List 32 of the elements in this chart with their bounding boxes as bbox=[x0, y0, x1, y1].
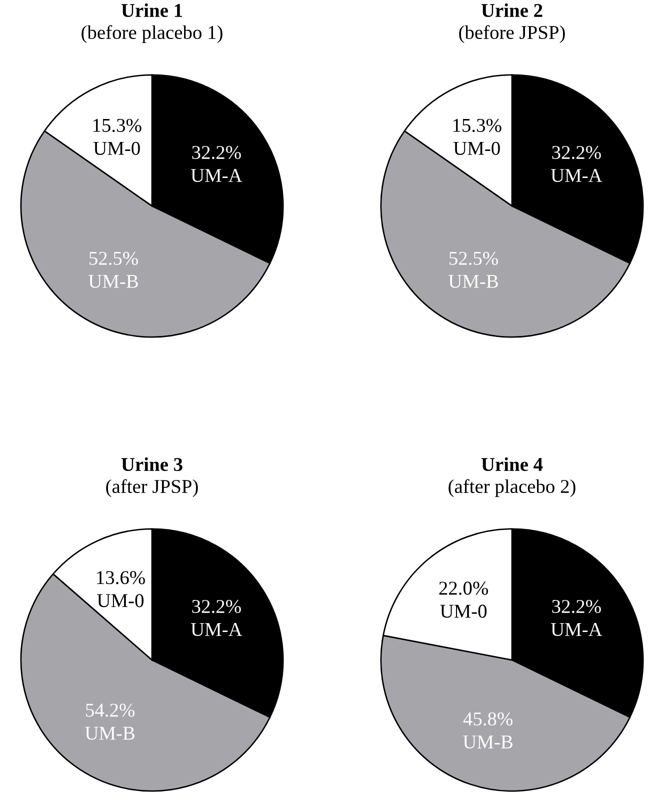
data-label: 54.2% bbox=[86, 704, 135, 717]
data-label: 45.8% bbox=[463, 712, 513, 726]
data-label: 22.0% bbox=[439, 582, 488, 595]
chart-title: Urine 4 bbox=[481, 457, 543, 472]
slice-label: UM-0 bbox=[93, 142, 140, 155]
chart-subtitle: (before placebo 1) bbox=[82, 25, 222, 43]
slice-label: UM-A bbox=[550, 169, 602, 182]
data-label: 32.2% bbox=[552, 146, 601, 160]
data-label: 32.2% bbox=[192, 600, 241, 614]
slice-label: UM-0 bbox=[97, 594, 144, 608]
chart-title: Urine 2 bbox=[481, 3, 542, 18]
chart-title: Urine 3 bbox=[121, 457, 182, 472]
data-label: 32.2% bbox=[552, 600, 601, 614]
slice-label: UM-A bbox=[190, 623, 242, 636]
data-label: 52.5% bbox=[450, 252, 498, 265]
chart-title: Urine 1 bbox=[121, 3, 182, 18]
data-label: 32.2% bbox=[192, 146, 241, 160]
data-label: 15.3% bbox=[93, 118, 142, 132]
slice-label: UM-B bbox=[448, 275, 498, 288]
slice-label: UM-A bbox=[190, 169, 242, 182]
slice-label: UM-0 bbox=[453, 142, 500, 155]
slice-label: UM-B bbox=[463, 736, 512, 749]
slice-label: UM-B bbox=[88, 275, 138, 288]
chart-subtitle: (after placebo 2) bbox=[448, 479, 576, 497]
data-label: 52.5% bbox=[90, 252, 138, 265]
chart-subtitle: (after JPSP) bbox=[106, 479, 198, 497]
slice-label: UM-0 bbox=[440, 604, 487, 618]
slice-label: UM-B bbox=[85, 726, 134, 740]
data-label: 13.6% bbox=[97, 571, 145, 584]
data-label: 15.3% bbox=[453, 118, 502, 132]
chart-subtitle: (before JPSP) bbox=[459, 25, 565, 43]
slice-label: UM-A bbox=[550, 623, 602, 636]
